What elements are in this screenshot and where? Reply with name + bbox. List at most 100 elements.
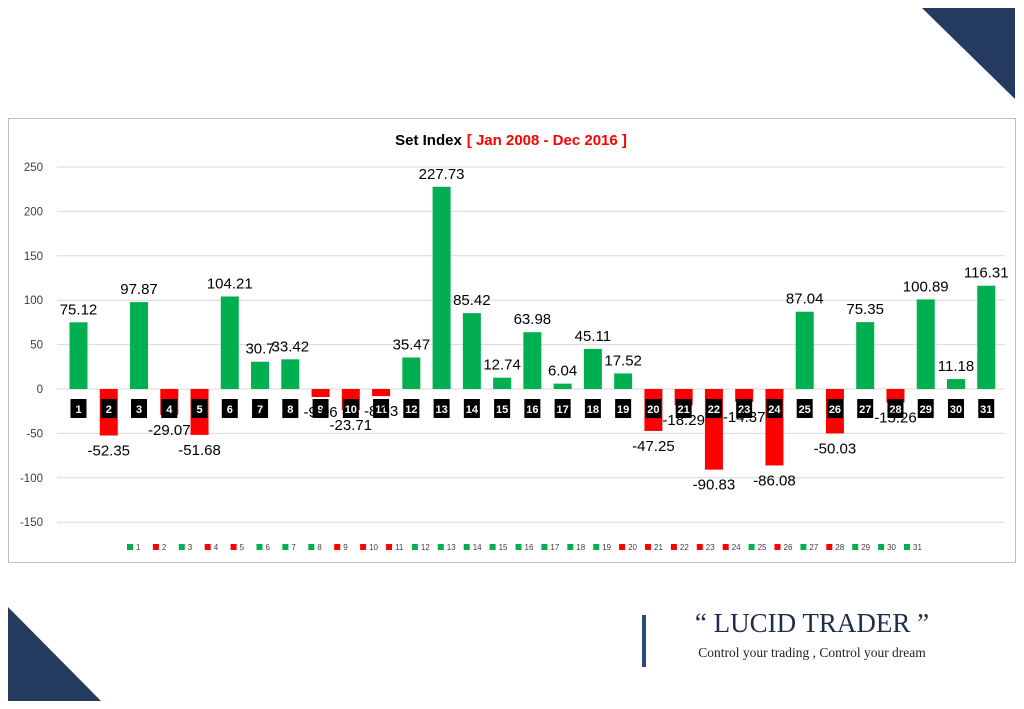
data-label: -29.07 (148, 422, 191, 439)
legend-label: 5 (240, 543, 245, 552)
legend-swatch (541, 544, 548, 550)
x-tick-label-bg (100, 399, 117, 418)
x-tick-label-bg (584, 399, 601, 418)
y-tick-label: -150 (20, 517, 43, 529)
data-label: -47.25 (632, 438, 675, 455)
chart-title-main: Set Index (395, 132, 462, 149)
legend-label: 15 (499, 543, 508, 552)
x-tick-label-bg (645, 399, 662, 418)
data-label: 227.73 (419, 166, 465, 183)
x-tick-label: 6 (227, 404, 233, 416)
x-tick-label: 18 (587, 404, 599, 416)
legend-swatch (489, 544, 496, 550)
x-tick-label: 23 (738, 404, 750, 416)
legend-swatch (645, 544, 651, 550)
bar (583, 348, 602, 389)
x-tick-label-bg (947, 399, 964, 418)
legend-swatch (360, 544, 367, 550)
data-label: -14.37 (723, 409, 766, 426)
legend-swatch (774, 544, 781, 550)
x-tick-label: 9 (318, 404, 324, 416)
legend-label: 30 (887, 543, 896, 552)
x-tick-label: 8 (287, 404, 293, 416)
legend-label: 4 (214, 543, 219, 552)
legend-label: 20 (628, 543, 637, 552)
bars (69, 186, 996, 470)
legend-swatch (696, 544, 703, 550)
legend-label: 19 (602, 543, 611, 552)
x-tick-label: 10 (345, 404, 357, 416)
legend-swatch (386, 544, 392, 550)
x-tick-label: 16 (526, 404, 538, 416)
x-tick-label: 1 (75, 404, 81, 416)
legend-swatch (748, 544, 755, 550)
x-tick-label: 2 (106, 404, 112, 416)
bar-chart: Set Index[ Jan 2008 - Dec 2016 ] 2502001… (20, 132, 1009, 552)
x-tick-label-bg (342, 399, 359, 418)
corner-triangle-bottom-left (8, 607, 101, 701)
data-label: -23.71 (330, 417, 373, 434)
legend-swatch (334, 544, 341, 550)
data-label: 85.42 (453, 292, 491, 309)
legend-label: 22 (680, 543, 689, 552)
x-tick-label: 4 (166, 404, 173, 416)
legend-swatch (800, 544, 807, 550)
legend-label: 26 (784, 543, 793, 552)
legend-label: 31 (913, 543, 922, 552)
x-tick-label: 25 (799, 404, 811, 416)
x-tick-label-bg (705, 399, 722, 418)
legend-swatch (204, 544, 211, 550)
x-tick-label-bg (917, 399, 934, 418)
legend-label: 12 (421, 543, 430, 552)
legend-swatch (670, 544, 677, 550)
x-tick-label-bg (857, 399, 874, 418)
data-label: 17.52 (604, 352, 642, 369)
y-tick-label: -50 (26, 428, 43, 440)
data-label: -52.35 (87, 442, 130, 459)
x-tick-label-bg (221, 399, 238, 418)
data-label: -8.03 (364, 403, 398, 420)
bar (553, 383, 572, 389)
legend-swatch (463, 544, 470, 550)
data-label: 6.04 (548, 363, 577, 380)
x-tick-label: 22 (708, 404, 720, 416)
legend-swatch (593, 544, 600, 550)
legend-label: 24 (732, 543, 741, 552)
legend-swatch (127, 544, 133, 550)
data-label: 104.21 (207, 275, 253, 292)
legend-swatch (567, 544, 574, 550)
x-tick-label-bg (978, 399, 995, 418)
y-tick-label: -100 (20, 473, 43, 485)
bar (372, 389, 391, 397)
x-tick-label-bg (463, 399, 480, 418)
x-tick-label: 31 (980, 404, 992, 416)
legend-label: 2 (162, 543, 167, 552)
y-tick-label: 100 (24, 295, 43, 307)
data-label: -15.26 (874, 410, 917, 427)
legend-swatch (437, 544, 444, 550)
legend-swatch (619, 544, 626, 550)
bar (614, 373, 633, 389)
x-tick-label-bg (312, 399, 329, 418)
legend-label: 14 (473, 543, 482, 552)
legend-label: 11 (395, 543, 404, 552)
legend-swatch (852, 544, 859, 550)
x-tick-label-bg (887, 399, 904, 418)
x-tick-label-bg (736, 399, 753, 418)
x-tick-label: 5 (196, 404, 202, 416)
bar (493, 377, 512, 389)
data-label: 75.12 (60, 301, 98, 318)
x-tick-label-bg (282, 399, 299, 418)
data-label: -86.08 (753, 472, 796, 489)
x-tick-label: 14 (466, 404, 479, 416)
x-tick-label-bg (494, 399, 511, 418)
x-tick-label-bg (403, 399, 420, 418)
bar (130, 302, 149, 389)
x-axis-tick-labels: 1 2 3 4 5 6 7 8 9 10 11 12 13 14 15 16 17 18 19 20 21 22 23 24 2… (70, 399, 995, 418)
x-tick-label: 28 (889, 404, 901, 416)
x-tick-label: 27 (859, 404, 871, 416)
x-tick-label-bg (615, 399, 632, 418)
bar (856, 322, 875, 389)
x-tick-label-bg (766, 399, 783, 418)
legend-label: 21 (654, 543, 663, 552)
